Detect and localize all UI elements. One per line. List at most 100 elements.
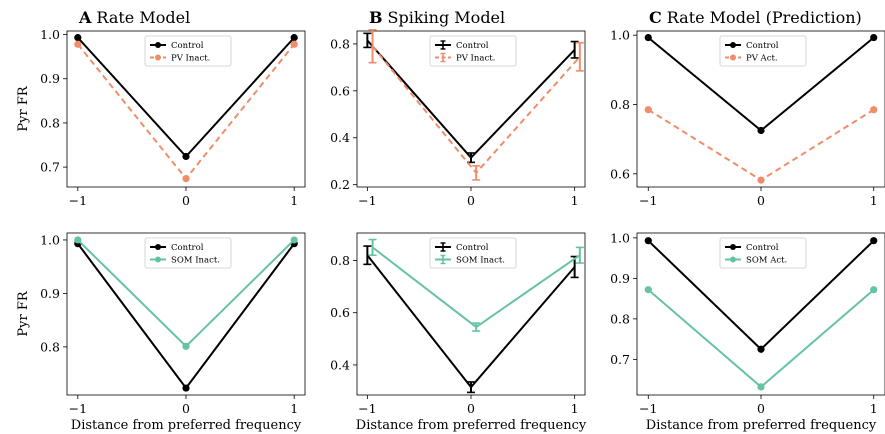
data-point bbox=[74, 34, 82, 42]
legend-marker bbox=[155, 256, 161, 263]
legend-marker bbox=[730, 42, 736, 48]
legend-marker bbox=[155, 54, 161, 61]
data-point bbox=[644, 106, 652, 114]
x-tick-label: 0 bbox=[182, 193, 190, 208]
legend-label: SOM Inact. bbox=[456, 256, 505, 266]
y-tick-label: 1.0 bbox=[610, 28, 630, 43]
y-tick-label: 0.4 bbox=[330, 130, 350, 145]
legend-box bbox=[429, 35, 517, 67]
data-point bbox=[182, 175, 190, 183]
series-line-som-act- bbox=[647, 288, 875, 388]
y-tick-label: 0.6 bbox=[610, 166, 630, 181]
y-tick-label: 0.4 bbox=[330, 357, 350, 372]
y-tick-label: 0.8 bbox=[330, 253, 350, 268]
legend: Control SOM Inact. bbox=[429, 237, 517, 269]
x-tick-label: 1 bbox=[290, 193, 298, 208]
panel-letter: A bbox=[78, 8, 92, 27]
panel-e: −1 0 1 0.4 0.6 0.8 Distance from preferred fre… bbox=[330, 232, 587, 433]
x-tick-label: −1 bbox=[358, 401, 376, 416]
y-tick-label: 0.6 bbox=[330, 83, 350, 98]
x-tick-label: 0 bbox=[467, 401, 475, 416]
y-tick-label: 0.7 bbox=[610, 352, 630, 367]
data-point bbox=[74, 236, 82, 244]
panel-title: B Spiking Model bbox=[369, 8, 505, 27]
legend-box bbox=[719, 35, 807, 67]
data-point bbox=[290, 236, 298, 244]
x-tick-label: 1 bbox=[870, 401, 878, 416]
x-axis-label: Distance from preferred frequency bbox=[646, 418, 877, 433]
data-point bbox=[757, 176, 765, 184]
x-axis-label: Distance from preferred frequency bbox=[356, 418, 587, 433]
y-axis-label: Pyr FR bbox=[16, 85, 31, 131]
legend-label: SOM Inact. bbox=[171, 256, 220, 266]
y-tick-label: 0.7 bbox=[40, 160, 60, 175]
panel-letter: C bbox=[649, 8, 662, 27]
legend-label: Control bbox=[171, 243, 204, 253]
panel-b: −1 0 1 0.2 0.4 0.6 0.8 B Spiking Model Control PV … bbox=[330, 8, 586, 208]
data-point bbox=[290, 40, 298, 48]
series-line-control bbox=[366, 254, 576, 389]
x-tick-label: 1 bbox=[290, 401, 298, 416]
legend-label: Control bbox=[746, 41, 779, 51]
data-point bbox=[870, 106, 878, 114]
y-tick-label: 1.0 bbox=[40, 27, 60, 42]
panel-f: −1 0 1 0.7 0.8 0.9 1.0 Distance from preferred … bbox=[610, 230, 885, 433]
x-tick-label: 0 bbox=[467, 193, 475, 208]
x-tick-label: 0 bbox=[757, 401, 765, 416]
x-tick-label: −1 bbox=[69, 193, 87, 208]
legend: Control PV Inact. bbox=[429, 35, 517, 67]
legend-marker bbox=[730, 256, 736, 263]
legend: Control PV Inact. bbox=[144, 35, 232, 67]
legend: Control PV Act. bbox=[719, 35, 807, 67]
y-tick-label: 0.8 bbox=[330, 36, 350, 51]
x-tick-label: −1 bbox=[69, 401, 87, 416]
legend-label: SOM Act. bbox=[746, 256, 787, 266]
legend-label: Control bbox=[171, 41, 204, 51]
legend-label: PV Act. bbox=[746, 54, 778, 64]
data-point bbox=[182, 384, 190, 392]
legend-marker bbox=[730, 54, 736, 61]
legend-marker bbox=[155, 42, 161, 48]
panel-a: −1 0 1 0.7 0.8 0.9 1.0 A Rate Model Pyr FR Control… bbox=[16, 8, 306, 208]
panel-title-text: Rate Model bbox=[96, 8, 190, 27]
legend-box bbox=[144, 35, 232, 67]
panel-letter: B bbox=[369, 8, 383, 27]
data-point bbox=[182, 152, 190, 161]
data-point bbox=[644, 237, 652, 245]
data-point bbox=[870, 33, 878, 42]
legend-label: Control bbox=[456, 243, 489, 253]
data-point bbox=[74, 40, 82, 48]
panel-title: A Rate Model bbox=[78, 8, 190, 27]
y-tick-label: 1.0 bbox=[610, 230, 630, 245]
x-tick-label: 1 bbox=[571, 401, 579, 416]
legend-label: PV Inact. bbox=[456, 54, 495, 64]
data-point bbox=[644, 286, 652, 294]
data-point bbox=[757, 345, 765, 353]
y-tick-label: 1.0 bbox=[40, 232, 60, 247]
panel-d: −1 0 1 0.8 0.9 1.0 Pyr FR Distance from preferr… bbox=[16, 232, 306, 433]
legend-box bbox=[144, 237, 232, 269]
legend: Control SOM Inact. bbox=[144, 237, 232, 269]
legend-label: PV Inact. bbox=[171, 54, 210, 64]
x-tick-label: −1 bbox=[358, 193, 376, 208]
y-tick-label: 0.8 bbox=[40, 115, 60, 130]
x-tick-label: 1 bbox=[571, 193, 579, 208]
x-tick-label: −1 bbox=[639, 193, 657, 208]
legend: Control SOM Act. bbox=[719, 237, 807, 269]
x-tick-label: 0 bbox=[182, 401, 190, 416]
legend-marker bbox=[155, 244, 161, 250]
data-point bbox=[182, 342, 190, 350]
y-axis-label: Pyr FR bbox=[16, 290, 31, 336]
y-tick-label: 0.6 bbox=[330, 305, 350, 320]
y-tick-label: 0.9 bbox=[40, 71, 60, 86]
legend-box bbox=[429, 237, 517, 269]
legend-box bbox=[719, 237, 807, 269]
y-tick-label: 0.9 bbox=[40, 286, 60, 301]
legend-marker bbox=[730, 244, 736, 250]
y-tick-label: 0.9 bbox=[610, 271, 630, 286]
panel-title-text: Spiking Model bbox=[388, 8, 506, 27]
y-tick-label: 0.8 bbox=[610, 311, 630, 326]
data-point bbox=[644, 33, 652, 42]
data-point bbox=[870, 286, 878, 294]
